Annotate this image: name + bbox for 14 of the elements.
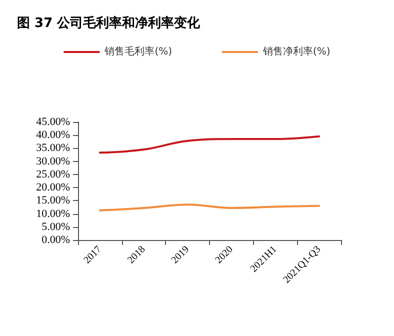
chart-title: 图 37 公司毛利率和净利率变化	[17, 15, 202, 31]
legend-label: 销售净利率(%)	[262, 46, 330, 58]
y-tick-label: 5.00%	[42, 220, 70, 233]
y-tick-label: 15.00%	[36, 194, 70, 207]
line-series	[98, 135, 320, 154]
y-tick-label: 20.00%	[36, 182, 70, 194]
y-tick-label: 40.00%	[36, 129, 70, 142]
y-tick-label: 0.00%	[42, 234, 70, 246]
legend-label: 销售毛利率(%)	[104, 46, 172, 58]
y-tick-label: 25.00%	[36, 168, 70, 180]
y-tick-label: 30.00%	[36, 155, 70, 168]
y-tick-label: 10.00%	[36, 208, 70, 220]
y-tick-label: 45.00%	[36, 116, 70, 128]
y-tick-label: 35.00%	[36, 142, 70, 154]
